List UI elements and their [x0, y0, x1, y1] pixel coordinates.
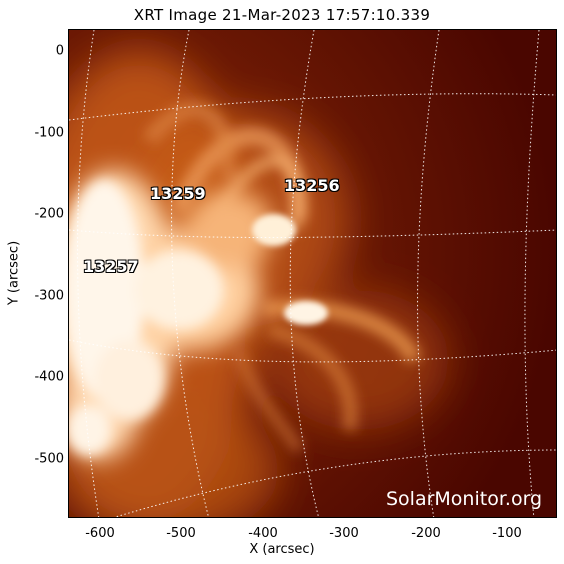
y-tick-label: -400 [34, 369, 64, 385]
x-tick-label: -100 [492, 526, 522, 541]
image-title: XRT Image 21-Mar-2023 17:57:10.339 [133, 6, 431, 24]
active-region-label: 13256 [284, 176, 340, 195]
x-tick-label: -500 [166, 526, 196, 541]
active-region-label: 13257 [83, 257, 139, 276]
xrt-solar-image [69, 30, 556, 517]
x-axis-label: X (arcsec) [249, 542, 315, 557]
y-tick-label: -300 [34, 288, 64, 304]
active-region-label: 13259 [150, 184, 206, 203]
x-tick-label: -200 [411, 526, 441, 541]
loop-footpoints [252, 214, 328, 325]
saturated-core [69, 180, 224, 455]
x-tick-label: -600 [85, 526, 115, 541]
y-axis-label: Y (arcsec) [6, 240, 22, 306]
heliographic-grid [69, 30, 556, 517]
x-tick-label: -300 [329, 526, 359, 541]
y-tick-label: -100 [34, 125, 64, 141]
watermark: SolarMonitor.org [386, 488, 543, 510]
y-tick-label: -500 [34, 451, 64, 467]
coronal-loops [142, 101, 422, 454]
y-tick-label: -200 [34, 206, 64, 222]
y-tick-label: 0 [55, 43, 64, 59]
solar-image-panel [68, 29, 557, 518]
x-tick-label: -400 [248, 526, 278, 541]
